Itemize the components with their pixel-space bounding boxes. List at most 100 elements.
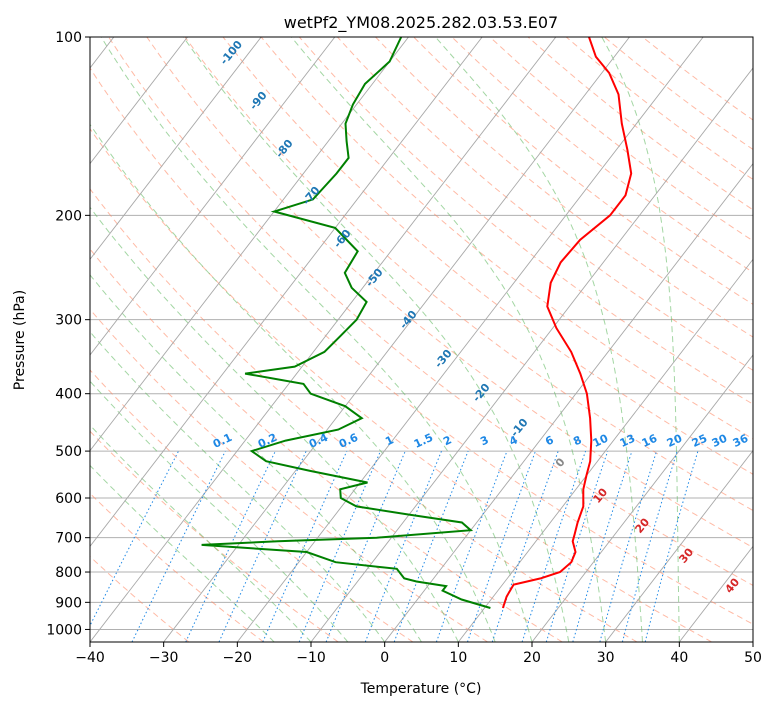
y-tick-label: 200 <box>55 208 82 224</box>
isotherm-label: -80 <box>273 137 296 161</box>
mixing-ratio-label: 2 <box>441 433 453 448</box>
mixing-ratio-line <box>621 450 678 642</box>
dry-adiabat <box>642 37 753 121</box>
x-tick-label: 0 <box>380 650 389 666</box>
isotherm-line <box>90 37 188 165</box>
mixing-ratio-line <box>572 450 633 642</box>
isotherm-line <box>457 258 753 642</box>
isotherm-label: -30 <box>432 347 455 371</box>
y-tick-label: 300 <box>55 313 82 329</box>
mixing-ratio-line <box>644 450 699 642</box>
y-tick-label: 600 <box>55 491 82 507</box>
isotherm-line <box>163 37 630 642</box>
isotherm-line <box>605 449 753 642</box>
dry-adiabat <box>108 37 753 586</box>
dry-adiabat <box>90 127 712 642</box>
isotherm-label: -50 <box>363 266 386 290</box>
y-tick-label: 1000 <box>46 622 82 638</box>
isotherm-label: 40 <box>722 575 742 595</box>
y-tick-label: 400 <box>55 387 82 403</box>
x-tick-label: 40 <box>670 650 688 666</box>
line-labels: -100-90-80-70-60-50-40-30-20-10010203040… <box>211 38 751 596</box>
temperature-line <box>501 37 633 609</box>
mixing-ratio-line <box>131 450 226 642</box>
mixing-ratio-label: 30 <box>710 432 730 450</box>
mixing-ratio-label: 13 <box>618 432 637 450</box>
chart-title: wetPf2_YM08.2025.282.03.53.E07 <box>284 13 558 33</box>
mixing-ratio-line <box>435 450 508 642</box>
isotherm-line <box>678 545 753 642</box>
mixing-ratio-label: 20 <box>665 432 685 450</box>
y-tick-label: 700 <box>55 531 82 547</box>
isotherm-line <box>531 354 753 642</box>
profile-series <box>201 37 633 609</box>
plot-frame <box>89 36 754 643</box>
grid-layer <box>90 37 753 630</box>
x-tick-label: −20 <box>223 650 253 666</box>
x-tick-label: −10 <box>296 650 326 666</box>
y-tick-label: 900 <box>55 595 82 611</box>
mixing-ratio-label: 0.2 <box>256 431 279 451</box>
moist-adiabat <box>90 424 312 642</box>
isotherm-label: -70 <box>300 184 323 208</box>
moist-adiabats <box>90 37 680 642</box>
dry-adiabat <box>413 37 753 305</box>
y-tick-label: 500 <box>55 444 82 460</box>
isotherm-label: -40 <box>397 308 420 332</box>
mixing-ratio-line <box>262 450 348 642</box>
moist-adiabat <box>291 37 607 642</box>
moist-adiabat <box>90 330 386 642</box>
isotherm-line <box>384 162 753 642</box>
dry-adiabat <box>90 430 339 642</box>
isotherm-line <box>90 37 483 548</box>
isotherm-line <box>90 37 336 356</box>
isotherm-label: -60 <box>331 227 354 251</box>
moist-adiabat <box>90 274 422 642</box>
y-axis-label: Pressure (hPa) <box>12 290 28 390</box>
isotherm-label: 10 <box>590 485 610 505</box>
dry-adiabat <box>565 37 753 181</box>
x-tick-label: −40 <box>75 650 105 666</box>
mixing-ratio-line <box>325 450 406 642</box>
mixing-ratio-line <box>467 450 536 642</box>
dry-adiabat <box>527 37 753 211</box>
mixing-ratio-label: 1 <box>383 433 395 448</box>
mixing-ratio-line <box>521 450 587 642</box>
mixing-ratio-label: 3 <box>478 433 490 448</box>
x-tick-label: 50 <box>744 650 762 666</box>
dewpoint-line <box>201 37 491 609</box>
mixing-ratio-label: 16 <box>640 432 660 450</box>
isotherm-label: 30 <box>676 545 696 565</box>
x-axis-ticks: −40 −30 −20 −10 0 10 20 30 40 50 <box>75 642 762 666</box>
mixing-ratio-label: 0.1 <box>211 431 234 451</box>
dry-adiabat <box>375 37 753 338</box>
x-axis-label: Temperature (°C) <box>360 681 482 697</box>
mixing-ratio-label: 0.4 <box>307 431 330 451</box>
moist-adiabat <box>100 37 533 642</box>
mixing-ratio-label: 25 <box>690 432 709 450</box>
mixing-ratio-line <box>491 450 559 642</box>
moist-adiabat <box>435 37 643 642</box>
mixing-ratio-label: 8 <box>571 433 583 448</box>
y-axis-ticks: 100 200 300 400 500 600 700 800 900 1000 <box>46 30 90 638</box>
dry-adiabat <box>90 248 563 642</box>
moist-adiabat <box>90 464 275 642</box>
mixing-ratio-line <box>545 450 609 642</box>
moist-adiabat <box>90 123 496 642</box>
isotherm-line <box>90 37 409 452</box>
mixing-ratio-label: 36 <box>731 432 751 450</box>
dry-adiabat <box>90 188 638 642</box>
y-tick-label: 800 <box>55 565 82 581</box>
x-tick-label: 30 <box>597 650 615 666</box>
dry-adiabats <box>90 37 753 642</box>
mixing-ratio-label: 1.5 <box>412 431 435 451</box>
moist-adiabat <box>90 206 459 642</box>
mixing-ratio-line <box>298 450 381 642</box>
dry-adiabat <box>90 555 190 642</box>
mixing-ratio-label: 6 <box>543 433 556 448</box>
isotherm-line <box>90 37 262 261</box>
dry-adiabat <box>298 37 753 405</box>
mixing-ratio-line <box>364 450 442 642</box>
isotherm-label: -90 <box>247 89 270 113</box>
